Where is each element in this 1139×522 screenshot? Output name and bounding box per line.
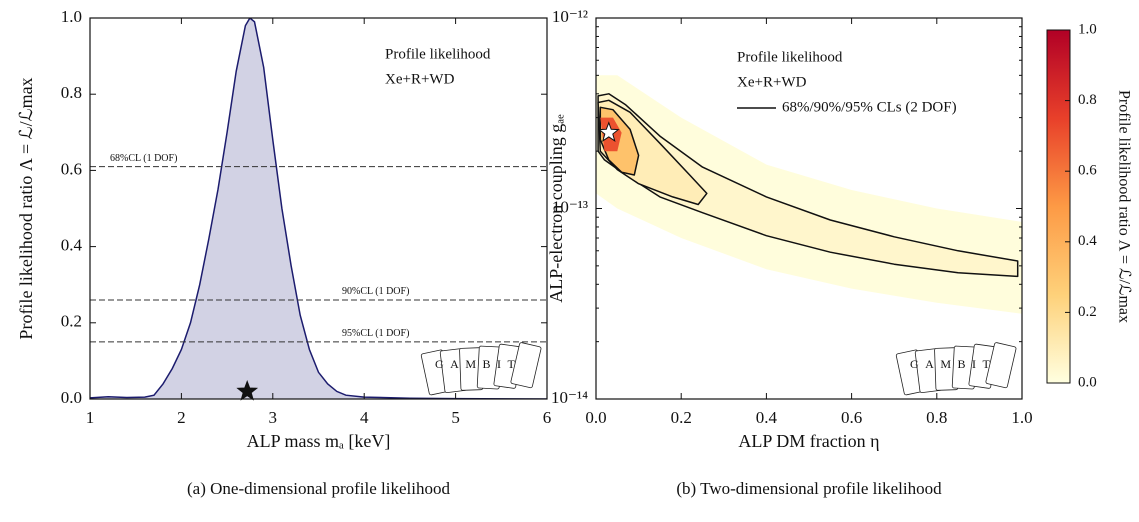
y-tick-label: 0.8 [61,83,82,102]
logo-text: GAMBIT [910,357,996,371]
area [90,18,547,399]
x-axis-label: ALP mass mₐ [keV] [247,431,391,451]
y-axis-label: Profile likelihood ratio Λ = ℒ/ℒmax [16,77,36,339]
logo: GAMBIT [895,342,1017,396]
x-tick-label: 5 [451,408,460,427]
y-tick-label: 10⁻¹² [552,7,588,26]
note: Xe+R+WD [385,71,455,87]
colorbar-tick-label: 0.2 [1078,304,1097,320]
x-tick-label: 1 [86,408,95,427]
best-fit-star [236,379,259,401]
legend-label: 68%/90%/95% CLs (2 DOF) [782,99,957,115]
cl-label: 90%CL (1 DOF) [342,286,409,297]
line [90,18,547,399]
x-tick-label: 0.4 [756,408,778,427]
colorbar-tick-label: 0.8 [1078,92,1097,108]
logo-text: GAMBIT [435,357,521,371]
colorbar-tick-label: 0.6 [1078,163,1097,179]
x-tick-label: 2 [177,408,186,427]
caption: (b) Two-dimensional profile likelihood [676,479,942,498]
x-tick-label: 0.0 [585,408,606,427]
caption: (a) One-dimensional profile likelihood [187,479,450,498]
plot-area [90,18,547,399]
x-axis-label: ALP DM fraction η [738,431,879,451]
x-tick-label: 3 [269,408,278,427]
y-tick-label: 10⁻¹³ [552,197,588,216]
y-tick-label: 0.4 [61,236,83,255]
x-tick-label: 0.6 [841,408,862,427]
note: Profile likelihood [737,49,843,65]
x-tick-label: 0.8 [926,408,947,427]
y-tick-label: 10⁻¹⁴ [551,388,588,407]
colorbar [1046,29,1071,384]
colorbar-tick-label: 0.0 [1078,374,1097,390]
x-tick-label: 1.0 [1011,408,1032,427]
y-axis-label: ALP-electron coupling gₐₑ [546,114,566,303]
y-tick-label: 1.0 [61,7,82,26]
cl-label: 95%CL (1 DOF) [342,328,409,339]
x-tick-label: 0.2 [671,408,692,427]
note: Profile likelihood [385,46,491,62]
colorbar-tick-label: 0.4 [1078,233,1097,249]
x-tick-label: 6 [543,408,552,427]
logo: GAMBIT [420,342,542,396]
logo-card [510,342,542,389]
colorbar-tick-label: 1.0 [1078,21,1097,37]
y-tick-label: 0.6 [61,159,82,178]
plot-area [596,75,1022,314]
logo-card [985,342,1017,389]
y-tick-label: 0.0 [61,388,82,407]
best-fit-star [597,121,620,142]
cl-label: 68%CL (1 DOF) [110,153,177,164]
x-tick-label: 4 [360,408,369,427]
colorbar-label: Profile likelihood ratio Λ = ℒ/ℒmax [1115,90,1132,323]
y-tick-label: 0.2 [61,312,82,331]
note: Xe+R+WD [737,74,807,90]
axes-frame [89,17,548,400]
